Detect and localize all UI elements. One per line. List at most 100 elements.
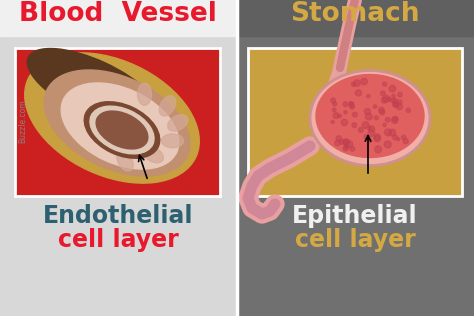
Ellipse shape xyxy=(90,106,154,154)
Circle shape xyxy=(397,138,400,141)
Ellipse shape xyxy=(27,48,161,127)
Circle shape xyxy=(393,102,398,107)
Circle shape xyxy=(343,102,348,106)
Text: Blood  Vessel: Blood Vessel xyxy=(19,1,217,27)
Circle shape xyxy=(369,139,372,143)
Circle shape xyxy=(331,120,334,124)
Circle shape xyxy=(336,136,341,141)
Circle shape xyxy=(401,135,406,139)
Circle shape xyxy=(356,90,362,96)
Text: cell layer: cell layer xyxy=(58,228,178,252)
Circle shape xyxy=(369,126,375,132)
Ellipse shape xyxy=(168,115,188,131)
Circle shape xyxy=(383,123,386,126)
Circle shape xyxy=(343,146,348,151)
Circle shape xyxy=(374,116,379,120)
Circle shape xyxy=(392,98,398,103)
Circle shape xyxy=(332,108,336,112)
Circle shape xyxy=(358,127,363,132)
Bar xyxy=(248,48,462,196)
Circle shape xyxy=(374,134,381,140)
Circle shape xyxy=(341,119,347,125)
Text: Stomach: Stomach xyxy=(290,1,420,27)
Circle shape xyxy=(391,98,396,103)
Circle shape xyxy=(379,107,384,113)
Circle shape xyxy=(344,145,348,149)
Circle shape xyxy=(364,135,368,139)
Circle shape xyxy=(381,91,385,96)
Ellipse shape xyxy=(316,75,424,157)
Circle shape xyxy=(384,141,391,148)
Bar xyxy=(237,0,474,36)
Circle shape xyxy=(381,97,387,103)
Circle shape xyxy=(346,141,353,148)
Bar xyxy=(15,48,220,196)
Bar xyxy=(0,0,237,36)
Circle shape xyxy=(365,108,370,114)
Circle shape xyxy=(396,104,402,110)
Circle shape xyxy=(392,116,398,122)
Bar xyxy=(15,48,220,196)
Circle shape xyxy=(335,140,340,146)
Circle shape xyxy=(380,110,385,115)
Circle shape xyxy=(351,82,356,86)
Circle shape xyxy=(368,126,371,130)
Ellipse shape xyxy=(84,102,160,158)
Circle shape xyxy=(343,139,348,145)
Circle shape xyxy=(353,112,357,117)
Circle shape xyxy=(392,135,398,140)
Circle shape xyxy=(344,111,347,114)
Ellipse shape xyxy=(44,70,190,176)
Circle shape xyxy=(374,136,380,142)
Circle shape xyxy=(383,95,390,102)
Circle shape xyxy=(389,129,396,136)
Circle shape xyxy=(339,139,345,144)
Circle shape xyxy=(384,129,392,136)
Circle shape xyxy=(368,130,375,137)
Circle shape xyxy=(354,80,360,86)
Circle shape xyxy=(350,105,355,109)
Circle shape xyxy=(398,92,402,97)
Circle shape xyxy=(398,100,402,104)
Text: Buzzle.com: Buzzle.com xyxy=(18,99,27,143)
Circle shape xyxy=(333,102,337,106)
Bar xyxy=(0,0,237,316)
Circle shape xyxy=(392,117,398,124)
Ellipse shape xyxy=(61,83,179,169)
Ellipse shape xyxy=(117,151,133,171)
Ellipse shape xyxy=(96,111,148,149)
Text: Epithelial: Epithelial xyxy=(292,204,418,228)
Circle shape xyxy=(333,113,339,118)
Circle shape xyxy=(383,82,387,86)
Circle shape xyxy=(403,139,408,144)
Circle shape xyxy=(365,113,372,120)
Ellipse shape xyxy=(159,96,176,116)
Circle shape xyxy=(373,105,377,108)
Circle shape xyxy=(393,101,399,107)
Circle shape xyxy=(349,101,353,105)
Ellipse shape xyxy=(137,83,152,105)
Ellipse shape xyxy=(162,134,183,148)
Ellipse shape xyxy=(143,147,164,163)
Circle shape xyxy=(349,102,354,107)
Text: Endothelial: Endothelial xyxy=(43,204,193,228)
Circle shape xyxy=(352,123,357,128)
Circle shape xyxy=(350,147,355,151)
Circle shape xyxy=(344,139,350,146)
Circle shape xyxy=(367,94,370,98)
Circle shape xyxy=(389,85,396,92)
Circle shape xyxy=(406,108,410,112)
Circle shape xyxy=(388,98,391,101)
Circle shape xyxy=(362,122,369,128)
Bar xyxy=(237,0,474,316)
Circle shape xyxy=(392,94,395,98)
Circle shape xyxy=(337,114,341,118)
Circle shape xyxy=(385,118,390,122)
Circle shape xyxy=(361,78,367,85)
Ellipse shape xyxy=(25,53,199,183)
Circle shape xyxy=(375,146,382,153)
Bar xyxy=(248,48,462,196)
Circle shape xyxy=(331,98,336,103)
Ellipse shape xyxy=(310,70,430,166)
Text: cell layer: cell layer xyxy=(295,228,415,252)
